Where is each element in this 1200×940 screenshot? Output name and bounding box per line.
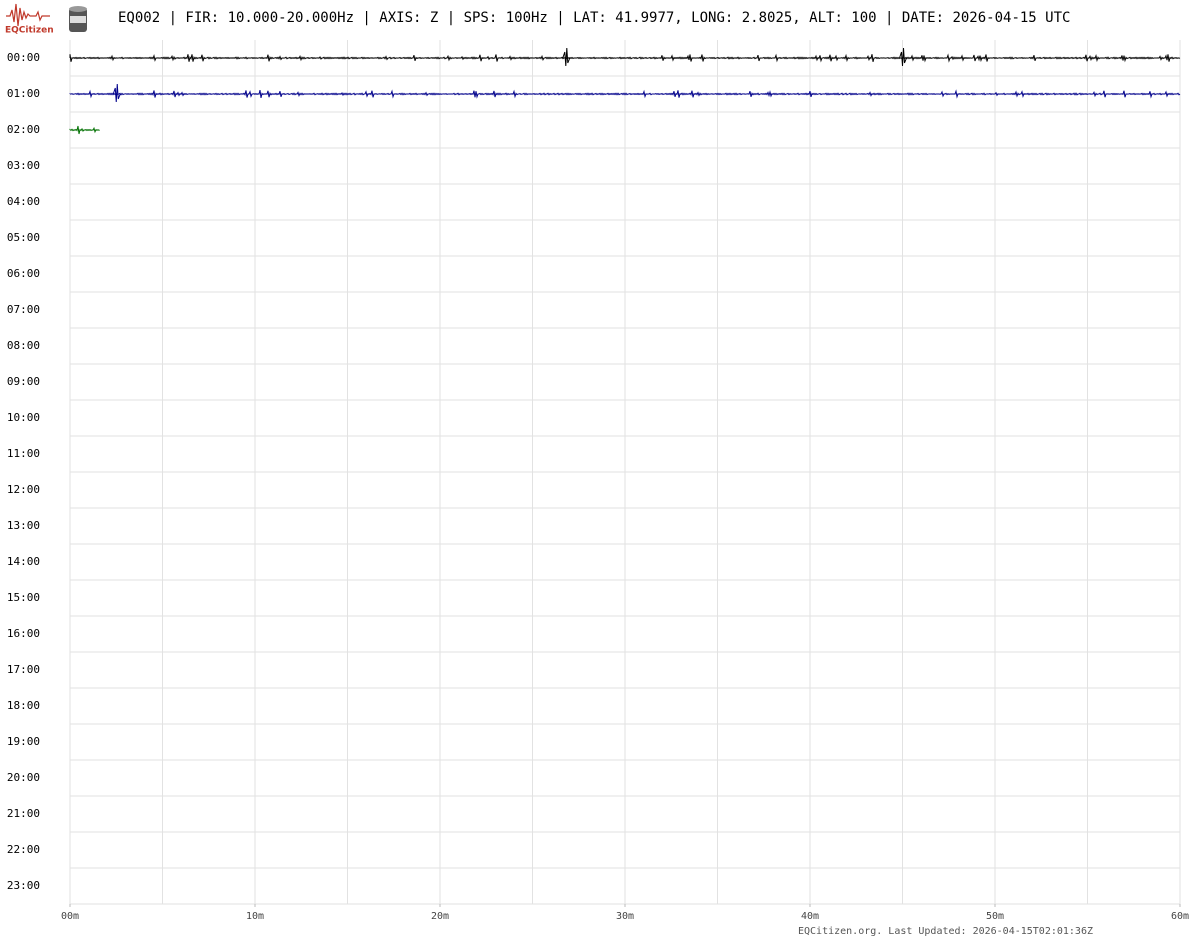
- x-tick-label: 60m: [1171, 911, 1189, 922]
- spike: [899, 47, 907, 67]
- row-label: 11:00: [7, 447, 40, 460]
- row-label: 10:00: [7, 411, 40, 424]
- x-tick-label: 10m: [246, 911, 264, 922]
- x-tick-label: 00m: [61, 911, 79, 922]
- chart-title: EQ002 | FIR: 10.000-20.000Hz | AXIS: Z |…: [118, 10, 1070, 26]
- row-label: 07:00: [7, 303, 40, 316]
- device-top: [69, 6, 87, 12]
- row-label: 18:00: [7, 699, 40, 712]
- trace: [69, 53, 1181, 63]
- row-label: 17:00: [7, 663, 40, 676]
- row-label: 02:00: [7, 123, 40, 136]
- device-icon: [69, 6, 87, 32]
- row-label: 03:00: [7, 159, 40, 172]
- row-label: 04:00: [7, 195, 40, 208]
- row-label: 15:00: [7, 591, 40, 604]
- row-label: 06:00: [7, 267, 40, 280]
- row-label: 19:00: [7, 735, 40, 748]
- row-label: 05:00: [7, 231, 40, 244]
- logo-wave: [6, 3, 50, 27]
- x-tick-label: 50m: [986, 911, 1004, 922]
- row-label: 14:00: [7, 555, 40, 568]
- row-label: 08:00: [7, 339, 40, 352]
- trace: [69, 125, 100, 135]
- spike: [112, 83, 121, 103]
- logo: EQCitizen: [5, 3, 54, 36]
- logo-text: EQCitizen: [5, 26, 54, 36]
- footer: EQCitizen.org. Last Updated: 2026-04-15T…: [798, 926, 1093, 937]
- trace: [69, 89, 1181, 99]
- row-label: 21:00: [7, 807, 40, 820]
- row-label: 13:00: [7, 519, 40, 532]
- x-tick-label: 20m: [431, 911, 449, 922]
- row-label: 01:00: [7, 87, 40, 100]
- row-label: 20:00: [7, 771, 40, 784]
- row-label: 23:00: [7, 879, 40, 892]
- device-label: [70, 16, 86, 23]
- x-tick-label: 30m: [616, 911, 634, 922]
- row-label: 16:00: [7, 627, 40, 640]
- row-label: 09:00: [7, 375, 40, 388]
- x-tick-label: 40m: [801, 911, 819, 922]
- row-label: 12:00: [7, 483, 40, 496]
- spike: [562, 47, 571, 67]
- row-label: 00:00: [7, 51, 40, 64]
- row-label: 22:00: [7, 843, 40, 856]
